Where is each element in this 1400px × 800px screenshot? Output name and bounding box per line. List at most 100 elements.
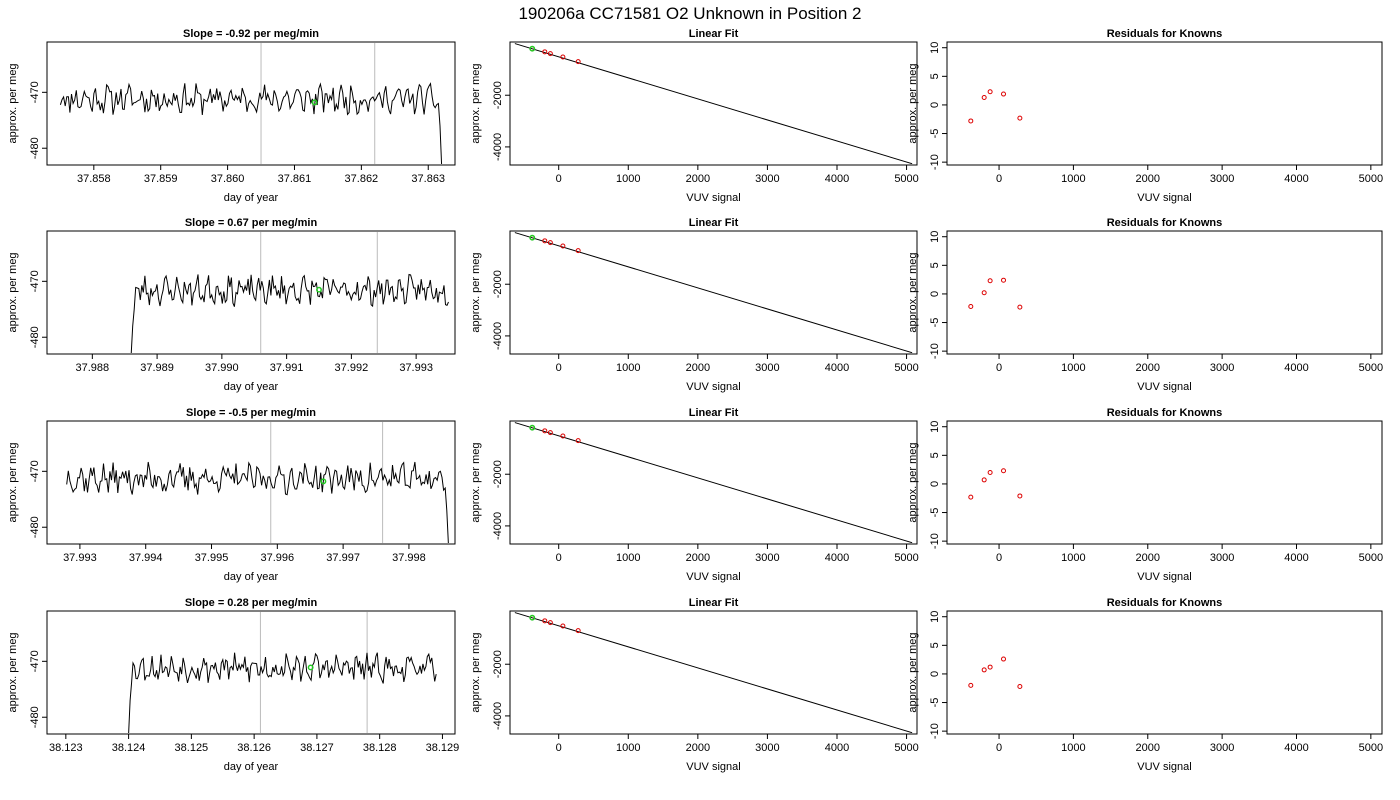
x-tick-label: 2000 bbox=[1136, 173, 1160, 185]
chart-title: Linear Fit bbox=[689, 407, 739, 419]
y-tick-label: 10 bbox=[929, 611, 941, 623]
x-tick-label: 37.990 bbox=[205, 362, 239, 374]
x-tick-label: 37.997 bbox=[326, 552, 360, 564]
x-tick-label: 38.127 bbox=[300, 742, 334, 754]
x-axis-label: day of year bbox=[224, 761, 279, 773]
page-title: 190206a CC71581 O2 Unknown in Position 2 bbox=[518, 4, 861, 23]
y-tick-label: 5 bbox=[929, 262, 941, 268]
x-tick-label: 2000 bbox=[686, 742, 710, 754]
y-axis-label: approx. per meg bbox=[470, 63, 482, 143]
chart-panel-4: Slope = 0.67 per meg/min 37.988 37.989 37.9… bbox=[7, 217, 456, 393]
known-point bbox=[1001, 468, 1007, 474]
x-tick-label: 1000 bbox=[616, 173, 640, 185]
x-axis-label: VUV signal bbox=[686, 571, 740, 583]
y-axis-label: approx. per meg bbox=[907, 632, 919, 712]
y-tick-label: -4000 bbox=[492, 702, 504, 730]
x-tick-label: 37.993 bbox=[399, 362, 433, 374]
chart-title: Linear Fit bbox=[689, 597, 739, 609]
y-tick-label: 5 bbox=[929, 452, 941, 458]
x-tick-label: 3000 bbox=[1210, 552, 1234, 564]
y-tick-label: -4000 bbox=[492, 512, 504, 540]
chart-title: Residuals for Knowns bbox=[1107, 217, 1223, 229]
fit-line bbox=[514, 43, 913, 164]
chart-panel-1: Slope = -0.92 per meg/min 37.858 37.859 37.… bbox=[7, 28, 456, 204]
y-tick-label: -5 bbox=[929, 508, 941, 518]
plot-frame bbox=[46, 610, 456, 735]
x-tick-label: 0 bbox=[996, 173, 1002, 185]
x-axis-label: VUV signal bbox=[686, 761, 740, 773]
known-point bbox=[1017, 493, 1023, 499]
x-tick-label: 1000 bbox=[1061, 173, 1085, 185]
plot-area bbox=[514, 43, 913, 164]
y-tick-label: -10 bbox=[929, 343, 941, 359]
x-tick-label: 0 bbox=[556, 552, 562, 564]
x-tick-label: 37.996 bbox=[260, 552, 294, 564]
known-point bbox=[981, 290, 987, 296]
x-tick-label: 38.126 bbox=[237, 742, 271, 754]
plot-area bbox=[130, 232, 449, 353]
plot-area bbox=[514, 232, 913, 353]
known-point bbox=[968, 494, 974, 500]
known-point bbox=[1001, 656, 1007, 662]
known-point bbox=[981, 477, 987, 483]
plot-area bbox=[514, 612, 913, 733]
y-tick-label: -470 bbox=[29, 81, 41, 103]
known-point bbox=[547, 51, 553, 57]
x-tick-label: 37.991 bbox=[270, 362, 304, 374]
x-tick-label: 3000 bbox=[755, 742, 779, 754]
y-axis-label: approx. per meg bbox=[7, 632, 19, 712]
y-axis-label: approx. per meg bbox=[7, 442, 19, 522]
y-tick-label: -5 bbox=[929, 129, 941, 139]
plot-frame bbox=[509, 420, 918, 545]
chart-title: Residuals for Knowns bbox=[1107, 28, 1223, 40]
x-tick-label: 37.994 bbox=[129, 552, 163, 564]
x-tick-label: 4000 bbox=[825, 552, 849, 564]
y-tick-label: -470 bbox=[29, 650, 41, 672]
x-tick-label: 1000 bbox=[616, 552, 640, 564]
x-tick-label: 4000 bbox=[1284, 173, 1308, 185]
x-tick-label: 38.128 bbox=[363, 742, 397, 754]
x-tick-label: 37.863 bbox=[411, 173, 445, 185]
x-tick-label: 5000 bbox=[1359, 173, 1383, 185]
plot-frame bbox=[946, 230, 1383, 355]
x-tick-label: 37.993 bbox=[63, 552, 97, 564]
y-axis-label: approx. per meg bbox=[7, 252, 19, 332]
x-tick-label: 5000 bbox=[1359, 362, 1383, 374]
chart-panel-7: Slope = -0.5 per meg/min 37.993 37.994 37.9… bbox=[7, 407, 456, 583]
y-tick-label: -5 bbox=[929, 318, 941, 328]
known-point bbox=[575, 59, 581, 65]
y-tick-label: -480 bbox=[29, 326, 41, 348]
y-tick-label: -470 bbox=[29, 460, 41, 482]
x-tick-label: 2000 bbox=[686, 362, 710, 374]
x-axis-label: day of year bbox=[224, 192, 279, 204]
known-point bbox=[981, 94, 987, 100]
x-tick-label: 2000 bbox=[686, 552, 710, 564]
x-tick-label: 4000 bbox=[825, 362, 849, 374]
y-tick-label: 0 bbox=[929, 291, 941, 297]
x-tick-label: 3000 bbox=[1210, 173, 1234, 185]
known-point bbox=[987, 278, 993, 284]
chart-title: Slope = -0.92 per meg/min bbox=[183, 28, 319, 40]
unknown-marker bbox=[316, 286, 322, 293]
known-point bbox=[560, 243, 566, 249]
fit-line bbox=[514, 232, 913, 353]
plot-area bbox=[968, 277, 1023, 310]
chart-panel-11: Linear Fit 0 1000 2000 3000 4000 5000 -2000 -400… bbox=[470, 597, 919, 773]
x-tick-label: 0 bbox=[996, 742, 1002, 754]
x-tick-label: 37.861 bbox=[278, 173, 312, 185]
y-tick-label: 5 bbox=[929, 642, 941, 648]
plot-frame bbox=[946, 41, 1383, 166]
panel-grid: Slope = -0.92 per meg/min 37.858 37.859 37.… bbox=[7, 28, 1383, 773]
x-tick-label: 0 bbox=[996, 552, 1002, 564]
fit-line bbox=[514, 612, 913, 733]
chart-title: Slope = 0.67 per meg/min bbox=[185, 217, 318, 229]
y-axis-label: approx. per meg bbox=[907, 442, 919, 522]
chart-title: Linear Fit bbox=[689, 28, 739, 40]
x-axis-label: VUV signal bbox=[1137, 381, 1191, 393]
x-tick-label: 38.124 bbox=[112, 742, 146, 754]
known-point bbox=[560, 623, 566, 629]
unknown-marker bbox=[311, 99, 318, 106]
plot-frame bbox=[946, 420, 1383, 545]
y-tick-label: -480 bbox=[29, 516, 41, 538]
chart-panel-3: Residuals for Knowns 0 1000 2000 3000 4000 500… bbox=[907, 28, 1383, 204]
